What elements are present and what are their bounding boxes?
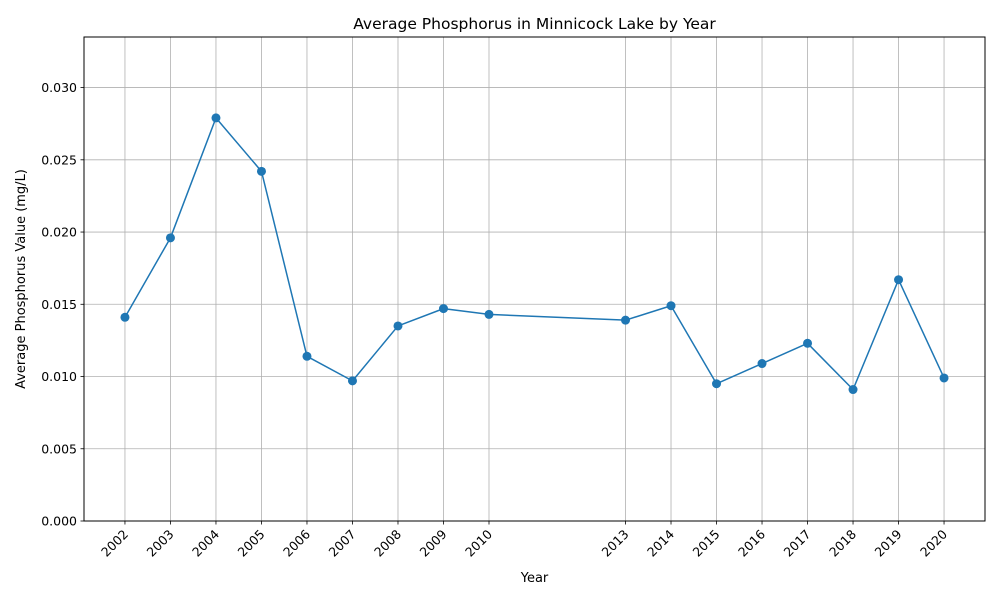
data-series	[120, 113, 949, 395]
data-point	[803, 338, 813, 348]
x-axis-title: Year	[520, 571, 549, 586]
data-point	[302, 351, 312, 361]
data-point	[939, 373, 949, 383]
data-point	[256, 166, 266, 176]
y-axis-title: Average Phosphorus Value (mg/L)	[14, 169, 29, 389]
data-point	[120, 312, 130, 322]
y-tick-label: 0.030	[41, 80, 77, 95]
data-point	[621, 315, 631, 325]
y-tick-label: 0.000	[41, 514, 77, 529]
data-point	[165, 233, 175, 243]
y-tick-label: 0.015	[41, 297, 77, 312]
data-point	[484, 309, 494, 319]
data-point	[211, 113, 221, 123]
data-point	[438, 304, 448, 314]
data-point	[848, 385, 858, 395]
y-axis-ticks: 0.000 0.005 0.010 0.015 0.020 0.025 0.030	[41, 80, 84, 529]
data-point	[712, 379, 722, 389]
y-tick-label: 0.020	[41, 225, 77, 240]
chart-title: Average Phosphorus in Minnicock Lake by …	[353, 15, 716, 33]
data-point	[757, 359, 767, 369]
data-point	[393, 321, 403, 331]
plot-frame	[83, 36, 986, 522]
data-point	[894, 275, 904, 285]
y-tick-label: 0.025	[41, 152, 77, 167]
y-tick-label: 0.010	[41, 369, 77, 384]
y-tick-label: 0.005	[41, 441, 77, 456]
data-point	[347, 376, 357, 386]
data-point	[666, 301, 676, 311]
